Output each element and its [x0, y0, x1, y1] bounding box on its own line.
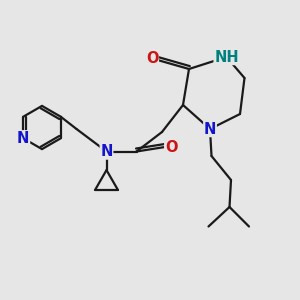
Text: O: O [146, 51, 158, 66]
Text: NH: NH [214, 50, 239, 64]
Text: O: O [165, 140, 177, 154]
Text: N: N [100, 144, 113, 159]
Text: N: N [17, 131, 29, 146]
Text: N: N [204, 122, 216, 136]
